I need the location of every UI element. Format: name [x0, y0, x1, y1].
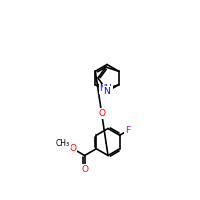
Text: NH: NH — [99, 84, 112, 93]
Text: O: O — [69, 144, 76, 153]
Text: CH₃: CH₃ — [56, 139, 70, 148]
Text: F: F — [125, 126, 130, 135]
Text: O: O — [81, 164, 88, 173]
Text: N: N — [104, 87, 110, 96]
Text: O: O — [98, 109, 105, 118]
